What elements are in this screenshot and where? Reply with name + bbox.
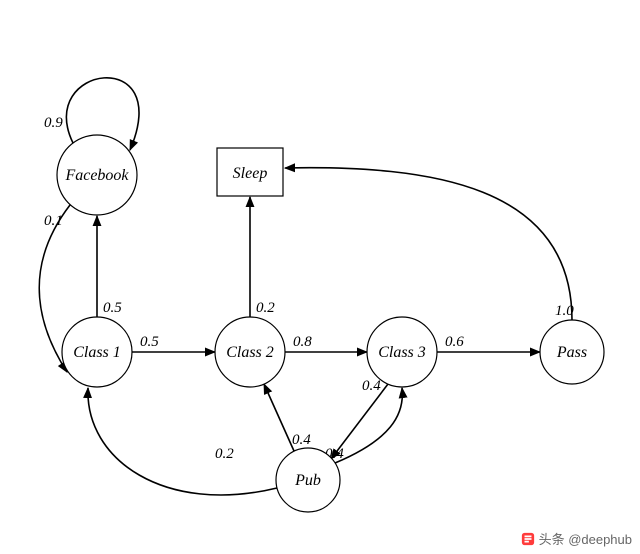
- label-pub: Pub: [294, 472, 321, 489]
- prob-c1-c2: 0.5: [140, 334, 159, 350]
- prob-c3-pass: 0.6: [445, 334, 464, 350]
- prob-fb-fb: 0.9: [44, 115, 63, 131]
- prob-c2-c3: 0.8: [293, 334, 312, 350]
- watermark-text: 头条 @deephub: [539, 529, 632, 548]
- toutiao-icon: [521, 532, 535, 546]
- label-pass: Pass: [556, 344, 587, 361]
- prob-fb-c1: 0.1: [44, 213, 63, 229]
- prob-c1-fb: 0.5: [103, 300, 122, 316]
- label-sleep: Sleep: [233, 165, 268, 182]
- watermark: 头条 @deephub: [521, 529, 632, 548]
- label-class1: Class 1: [73, 344, 121, 361]
- prob-pub-c1: 0.2: [215, 446, 234, 462]
- label-class3: Class 3: [378, 344, 426, 361]
- edge-pass-sleep: [285, 168, 572, 320]
- edge-pub-c2: [264, 384, 294, 451]
- edge-pub-c1: [88, 388, 277, 495]
- markov-diagram: 0.9 0.1 0.5 0.5 0.2 0.8 0.6 0.4 1.0 0.2 …: [0, 0, 640, 554]
- prob-c2-sleep: 0.2: [256, 300, 275, 316]
- label-class2: Class 2: [226, 344, 274, 361]
- edge-pub-c3: [335, 388, 402, 463]
- label-facebook: Facebook: [64, 167, 129, 184]
- prob-pub-c2: 0.4: [292, 432, 311, 448]
- prob-c3-pub: 0.4: [362, 378, 381, 394]
- prob-pass-sleep: 1.0: [555, 303, 574, 319]
